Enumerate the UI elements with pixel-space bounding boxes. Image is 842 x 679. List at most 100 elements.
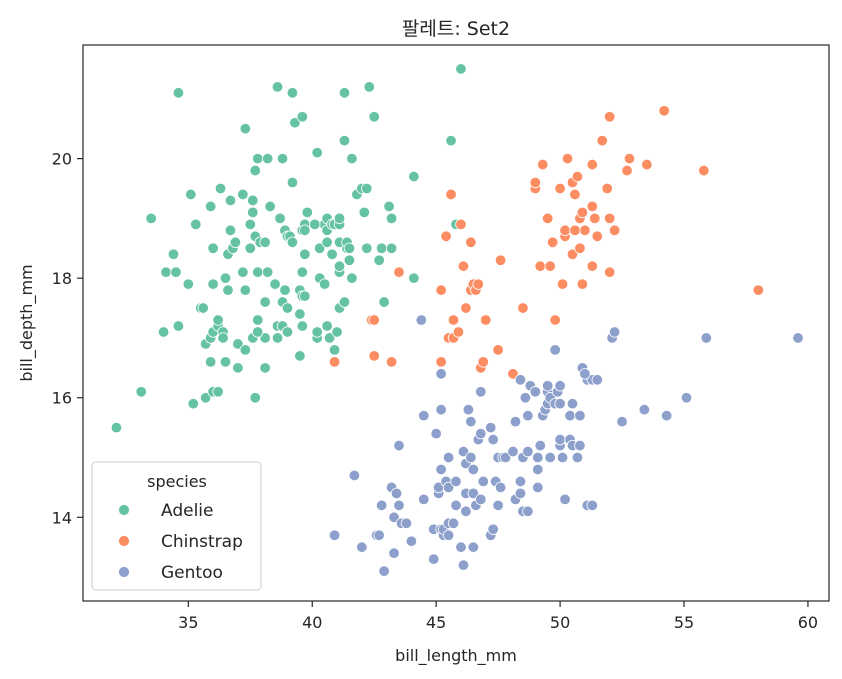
y-tick-label: 20 xyxy=(52,150,72,169)
point-chinstrap xyxy=(569,188,581,201)
point-adelie xyxy=(276,152,289,165)
point-gentoo xyxy=(487,523,499,535)
point-adelie xyxy=(212,314,224,326)
point-chinstrap xyxy=(561,152,574,165)
point-gentoo xyxy=(564,409,576,422)
point-chinstrap xyxy=(603,212,616,225)
x-tick-label: 55 xyxy=(674,613,694,632)
point-gentoo xyxy=(388,547,400,559)
point-chinstrap xyxy=(601,182,613,195)
legend: species Adelie Chinstrap Gentoo xyxy=(91,461,262,591)
point-chinstrap xyxy=(447,314,460,326)
point-adelie xyxy=(363,81,375,93)
point-gentoo xyxy=(400,517,413,529)
point-gentoo xyxy=(393,439,405,452)
point-adelie xyxy=(326,248,338,260)
point-gentoo xyxy=(457,445,470,458)
point-chinstrap xyxy=(658,105,670,117)
legend-marker-gentoo xyxy=(118,566,130,578)
legend-title: species xyxy=(147,472,207,491)
point-chinstrap xyxy=(368,350,380,362)
point-gentoo xyxy=(522,505,534,518)
point-adelie xyxy=(311,326,323,338)
point-gentoo xyxy=(475,493,487,506)
point-adelie xyxy=(182,278,195,290)
point-adelie xyxy=(252,152,264,165)
point-gentoo xyxy=(373,529,385,541)
point-gentoo xyxy=(556,451,569,464)
point-gentoo xyxy=(378,565,390,577)
point-adelie xyxy=(321,236,333,248)
points-layer xyxy=(110,63,804,577)
x-axis-ticks: 35 40 45 50 55 60 xyxy=(178,601,818,632)
point-adelie xyxy=(313,242,326,254)
point-adelie xyxy=(259,362,271,374)
point-adelie xyxy=(311,146,323,159)
point-chinstrap xyxy=(480,314,492,326)
point-chinstrap xyxy=(576,206,589,219)
point-adelie xyxy=(286,87,299,99)
point-adelie xyxy=(318,278,331,290)
point-adelie xyxy=(214,182,227,195)
point-gentoo xyxy=(554,380,566,392)
point-chinstrap xyxy=(492,344,504,356)
point-chinstrap xyxy=(621,164,633,177)
point-adelie xyxy=(368,111,380,123)
point-gentoo xyxy=(393,499,405,512)
point-chinstrap xyxy=(596,134,608,147)
point-adelie xyxy=(385,242,398,254)
point-gentoo xyxy=(442,451,455,464)
point-gentoo xyxy=(418,409,430,422)
point-gentoo xyxy=(532,451,544,464)
point-adelie xyxy=(252,314,264,326)
point-chinstrap xyxy=(752,284,765,296)
point-adelie xyxy=(237,188,249,201)
point-gentoo xyxy=(435,463,447,476)
y-tick-label: 16 xyxy=(52,389,72,408)
point-gentoo xyxy=(435,368,447,380)
point-gentoo xyxy=(522,409,534,422)
point-adelie xyxy=(259,332,271,344)
point-gentoo xyxy=(477,475,489,488)
point-adelie xyxy=(190,218,202,231)
x-tick-label: 60 xyxy=(798,613,818,632)
point-gentoo xyxy=(554,398,566,410)
point-adelie xyxy=(247,206,259,219)
point-adelie xyxy=(237,266,249,278)
point-chinstrap xyxy=(566,248,579,260)
point-gentoo xyxy=(455,541,467,553)
point-adelie xyxy=(204,200,217,213)
point-adelie xyxy=(207,278,219,290)
point-adelie xyxy=(207,242,219,254)
point-adelie xyxy=(172,320,185,332)
point-gentoo xyxy=(457,559,470,571)
point-adelie xyxy=(296,111,309,123)
point-adelie xyxy=(160,266,172,278)
point-chinstrap xyxy=(698,164,710,177)
point-adelie xyxy=(135,386,147,398)
point-chinstrap xyxy=(603,111,616,123)
point-chinstrap xyxy=(328,356,341,368)
point-chinstrap xyxy=(603,266,616,278)
point-adelie xyxy=(299,248,311,260)
point-gentoo xyxy=(460,505,472,518)
legend-item-gentoo: Gentoo xyxy=(118,563,223,583)
point-gentoo xyxy=(534,439,546,452)
point-gentoo xyxy=(388,511,400,524)
point-gentoo xyxy=(532,481,544,494)
point-gentoo xyxy=(591,374,603,386)
point-adelie xyxy=(252,326,264,338)
point-gentoo xyxy=(529,386,542,398)
point-chinstrap xyxy=(586,200,599,213)
point-gentoo xyxy=(616,415,628,428)
point-gentoo xyxy=(447,517,460,529)
point-chinstrap xyxy=(554,182,566,195)
point-gentoo xyxy=(574,439,586,452)
point-adelie xyxy=(408,170,420,183)
plot-frame xyxy=(82,44,830,602)
point-adelie xyxy=(239,344,252,356)
point-adelie xyxy=(361,242,373,254)
point-gentoo xyxy=(450,499,462,512)
point-adelie xyxy=(338,134,351,147)
point-chinstrap xyxy=(435,284,447,296)
